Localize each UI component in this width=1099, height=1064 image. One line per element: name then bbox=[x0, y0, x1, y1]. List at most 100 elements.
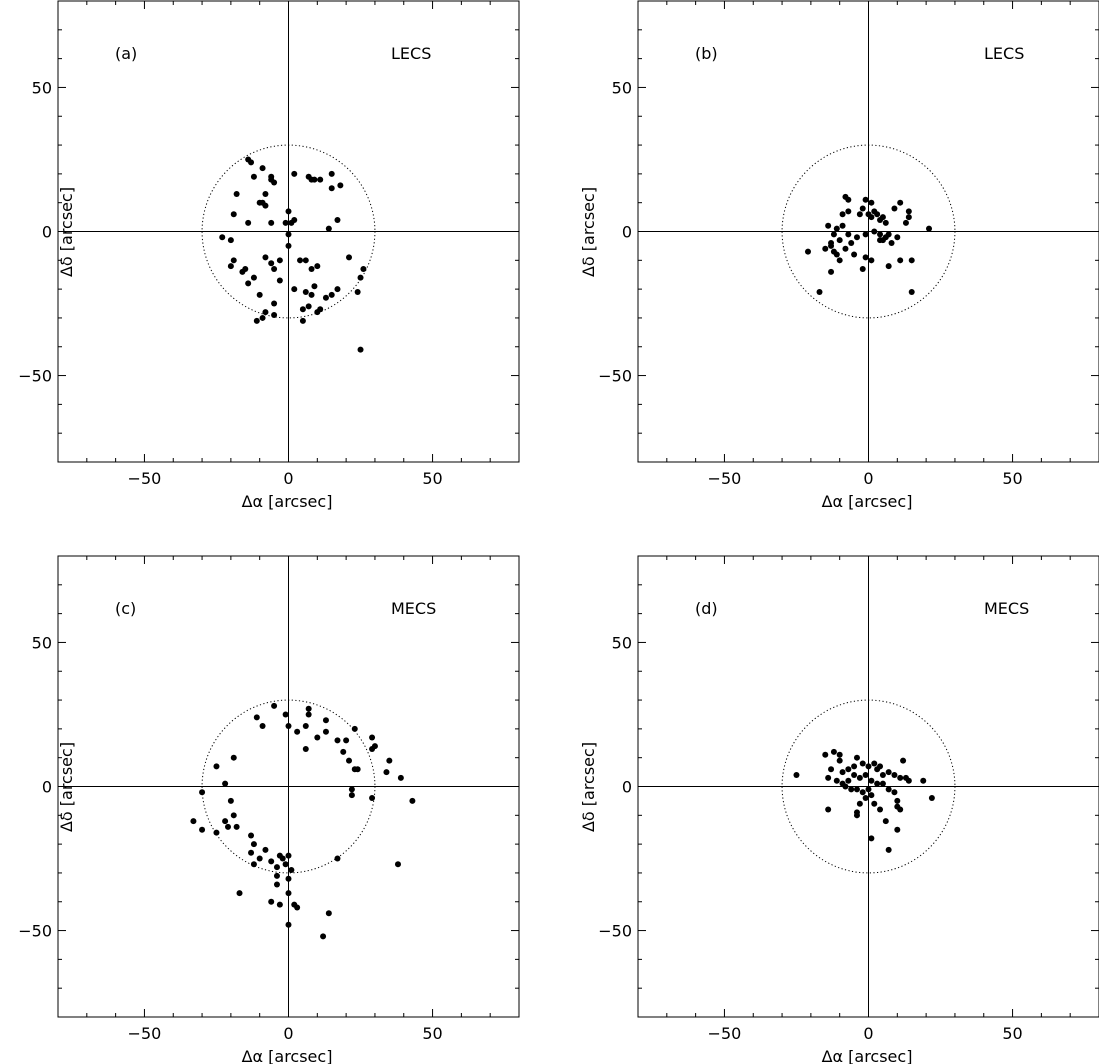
data-point bbox=[311, 283, 318, 290]
y-tick-label: −50 bbox=[598, 367, 632, 386]
data-point bbox=[853, 812, 860, 819]
data-point bbox=[859, 205, 866, 212]
data-point bbox=[804, 248, 811, 255]
y-axis-title: Δδ [arcsec] bbox=[579, 187, 598, 277]
data-point bbox=[314, 309, 321, 316]
y-tick-label: 0 bbox=[622, 223, 632, 242]
data-point bbox=[245, 280, 252, 287]
x-tick-label: 0 bbox=[863, 469, 873, 488]
data-point bbox=[891, 789, 898, 796]
panel-label: (a) bbox=[115, 44, 137, 63]
data-point bbox=[230, 754, 237, 761]
data-point bbox=[845, 777, 852, 784]
x-tick-label: −50 bbox=[128, 1024, 162, 1043]
data-point bbox=[325, 910, 332, 917]
plot-area: −50 0 50 50 0 −50 bbox=[18, 555, 520, 1043]
data-point bbox=[227, 797, 234, 804]
data-point bbox=[271, 702, 278, 709]
data-point bbox=[282, 219, 289, 226]
data-point bbox=[271, 312, 278, 319]
x-tick-label: 0 bbox=[863, 1024, 873, 1043]
data-point bbox=[845, 208, 852, 215]
data-point bbox=[874, 780, 881, 787]
data-point bbox=[250, 274, 257, 281]
data-point bbox=[369, 795, 376, 802]
data-point bbox=[383, 769, 390, 776]
panel-d: (d) MECS Δα [arcsec] Δδ [arcsec] −50 0 50 5… bbox=[579, 555, 1099, 1064]
data-point bbox=[239, 268, 246, 275]
data-point bbox=[882, 219, 889, 226]
panel-c: (c) MECS Δα [arcsec] Δδ [arcsec] −50 0 505… bbox=[18, 555, 520, 1064]
data-point bbox=[299, 306, 306, 313]
data-point bbox=[897, 806, 904, 813]
data-point bbox=[397, 774, 404, 781]
data-point bbox=[825, 222, 832, 229]
data-point bbox=[369, 734, 376, 741]
data-point bbox=[213, 829, 220, 836]
data-point bbox=[357, 346, 364, 353]
plot-area: −50 0 50 50 0 −50 bbox=[18, 0, 520, 488]
data-point bbox=[836, 257, 843, 264]
data-point bbox=[357, 274, 364, 281]
scatter-points bbox=[804, 193, 933, 296]
data-point bbox=[256, 199, 263, 206]
data-point bbox=[273, 872, 280, 879]
data-point bbox=[822, 751, 829, 758]
data-point bbox=[868, 777, 875, 784]
data-point bbox=[250, 841, 257, 848]
data-point bbox=[348, 786, 355, 793]
data-point bbox=[291, 170, 298, 177]
data-point bbox=[877, 231, 884, 238]
data-point bbox=[268, 260, 275, 267]
data-point bbox=[354, 289, 361, 296]
data-point bbox=[273, 864, 280, 871]
data-point bbox=[302, 289, 309, 296]
data-point bbox=[885, 263, 892, 270]
data-point bbox=[836, 757, 843, 764]
data-point bbox=[877, 806, 884, 813]
y-tick-label: 0 bbox=[42, 778, 52, 797]
instrument-label: LECS bbox=[391, 44, 431, 63]
data-point bbox=[865, 763, 872, 770]
data-point bbox=[839, 769, 846, 776]
data-point bbox=[868, 792, 875, 799]
y-axis-title: Δδ [arcsec] bbox=[579, 742, 598, 832]
data-point bbox=[250, 861, 257, 868]
data-point bbox=[199, 826, 206, 833]
data-point bbox=[199, 789, 206, 796]
data-point bbox=[862, 196, 869, 203]
data-point bbox=[862, 231, 869, 238]
data-point bbox=[291, 286, 298, 293]
panel-b: (b) LECS Δα [arcsec] Δδ [arcsec] −50 0 50 5… bbox=[579, 0, 1099, 511]
data-point bbox=[253, 714, 260, 721]
data-point bbox=[340, 748, 347, 755]
data-point bbox=[928, 795, 935, 802]
data-point bbox=[920, 777, 927, 784]
data-point bbox=[279, 855, 286, 862]
data-point bbox=[294, 728, 301, 735]
x-axis-title: Δα [arcsec] bbox=[242, 492, 333, 511]
x-tick-label: −50 bbox=[128, 469, 162, 488]
data-point bbox=[856, 211, 863, 218]
data-point bbox=[865, 786, 872, 793]
data-point bbox=[285, 208, 292, 215]
data-point bbox=[317, 176, 324, 183]
data-point bbox=[891, 205, 898, 212]
data-point bbox=[351, 725, 358, 732]
data-point bbox=[302, 722, 309, 729]
data-point bbox=[294, 904, 301, 911]
data-point bbox=[268, 219, 275, 226]
instrument-label: LECS bbox=[984, 44, 1024, 63]
data-point bbox=[262, 191, 269, 198]
data-point bbox=[233, 823, 240, 830]
plot-area: −50 0 50 50 0 −50 bbox=[598, 555, 1099, 1043]
reference-circle bbox=[201, 144, 376, 319]
data-point bbox=[386, 757, 393, 764]
data-point bbox=[842, 245, 849, 252]
data-point bbox=[793, 771, 800, 778]
data-point bbox=[369, 746, 376, 753]
data-point bbox=[288, 867, 295, 874]
data-point bbox=[836, 751, 843, 758]
data-point bbox=[848, 240, 855, 247]
data-point bbox=[851, 251, 858, 258]
